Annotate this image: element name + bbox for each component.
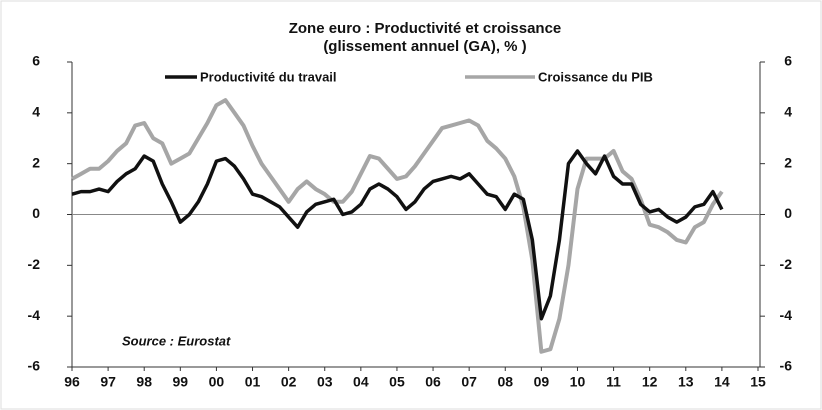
- x-tick-label: 96: [64, 374, 80, 390]
- y2-tick-label: -2: [780, 256, 793, 272]
- y-tick-label: 0: [32, 205, 40, 221]
- chart-subtitle: (glissement annuel (GA), % ): [323, 38, 526, 55]
- x-tick-label: 12: [642, 374, 658, 390]
- series-line: [71, 149, 724, 321]
- x-tick-label: 97: [100, 374, 116, 390]
- x-tick-label: 04: [353, 374, 369, 390]
- x-tick-label: 10: [570, 374, 586, 390]
- x-tick-label: 05: [389, 374, 405, 390]
- x-tick-label: 03: [317, 374, 333, 390]
- y2-tick-label: -4: [780, 307, 793, 323]
- x-tick-label: 09: [534, 374, 550, 390]
- x-tick-label: 07: [461, 374, 477, 390]
- chart-title: Zone euro : Productivité et croissance: [289, 20, 562, 37]
- x-tick-label: 15: [750, 374, 766, 390]
- y-tick-label: 6: [32, 53, 40, 69]
- series-line: [71, 98, 724, 354]
- x-tick-label: 08: [497, 374, 513, 390]
- x-tick-label: 99: [173, 374, 189, 390]
- x-tick-label: 13: [678, 374, 694, 390]
- x-tick-label: 14: [714, 374, 730, 390]
- y-tick-label: -4: [28, 307, 41, 323]
- x-tick-label: 11: [606, 374, 621, 390]
- y2-tick-label: 0: [784, 205, 792, 221]
- y2-tick-label: 4: [784, 104, 792, 120]
- x-tick-label: 98: [136, 374, 152, 390]
- x-tick-label: 06: [425, 374, 441, 390]
- y2-tick-label: 2: [784, 154, 792, 170]
- y-tick-label: 2: [32, 154, 40, 170]
- y2-tick-label: -6: [780, 358, 793, 374]
- x-tick-label: 01: [245, 374, 261, 390]
- y-tick-label: 4: [32, 104, 40, 120]
- source-note: Source : Eurostat: [122, 333, 231, 348]
- legend-label: Productivité du travail: [200, 69, 337, 84]
- x-tick-label: 00: [209, 374, 225, 390]
- y-tick-label: -2: [28, 256, 41, 272]
- legend-label: Croissance du PIB: [538, 69, 653, 84]
- y-tick-label: -6: [28, 358, 41, 374]
- y2-tick-label: 6: [784, 53, 792, 69]
- x-tick-label: 02: [281, 374, 297, 390]
